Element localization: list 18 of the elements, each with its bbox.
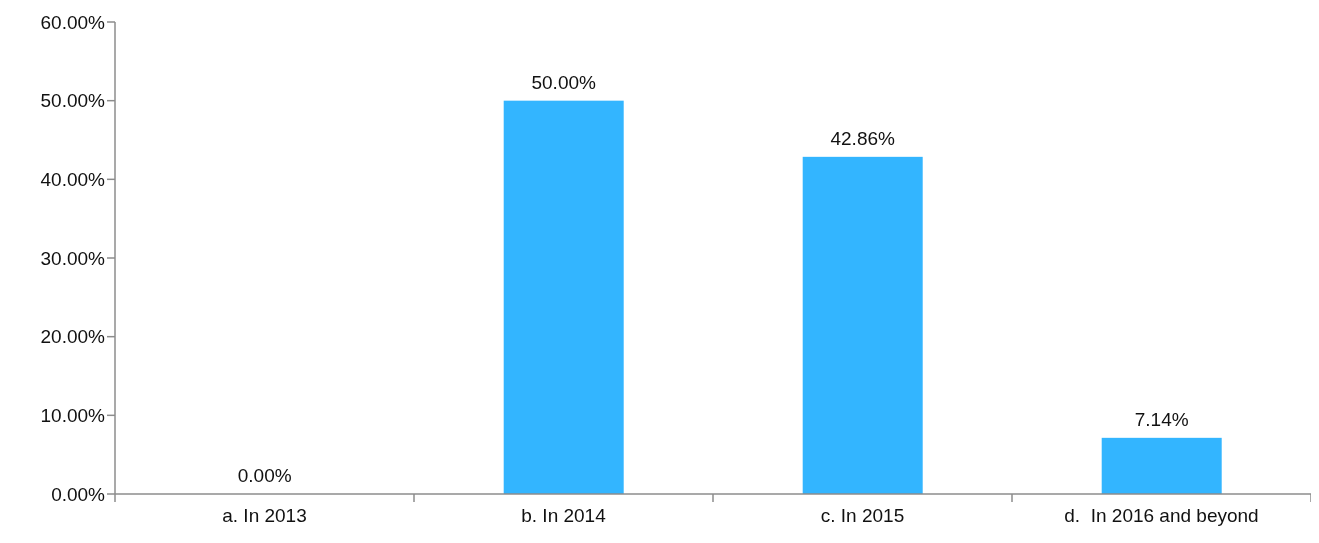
data-label: 0.00% (237, 465, 292, 486)
y-tick-label: 60.00% (40, 11, 106, 33)
x-tick-label: d. In 2016 and beyond (1064, 505, 1259, 526)
y-tick-label: 50.00% (40, 90, 106, 112)
data-label: 50.00% (531, 71, 597, 93)
y-tick-label: 20.00% (40, 326, 106, 348)
data-label: 7.14% (1134, 408, 1189, 430)
y-tick-label: 10.00% (40, 405, 106, 427)
bar (1101, 437, 1222, 494)
x-tick-label: c. In 2015 (820, 505, 905, 526)
bar (802, 156, 923, 494)
y-tick-label: 0.00% (51, 483, 106, 505)
data-label: 42.86% (830, 127, 896, 149)
x-tick-label: a. In 2013 (222, 505, 307, 526)
bar (503, 100, 624, 494)
y-tick-label: 30.00% (40, 247, 106, 269)
y-tick-label: 40.00% (40, 169, 106, 191)
x-tick-label: b. In 2014 (521, 505, 607, 526)
